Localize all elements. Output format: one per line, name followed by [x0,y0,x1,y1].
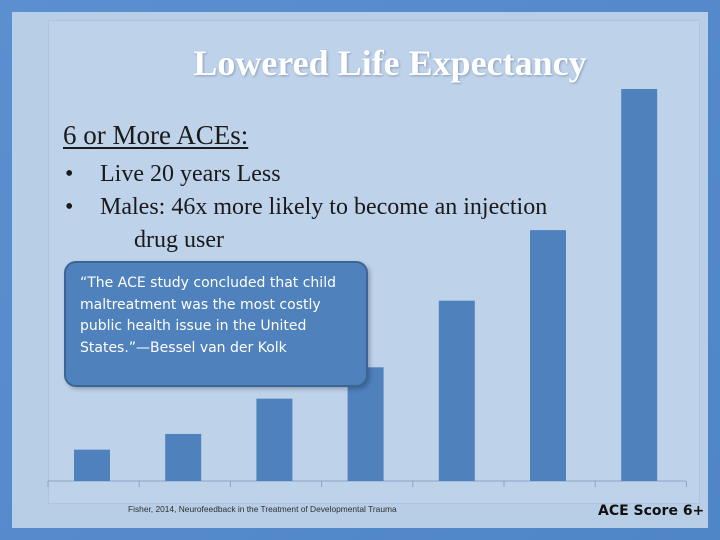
chart-bar [438,300,475,481]
slide-title: Lowered Life Expectancy [193,43,587,83]
bullet-item-life: • Live 20 years Less [63,158,660,191]
source-citation: Fisher, 2014, Neurofeedback in the Treat… [128,504,397,514]
bullet-glyph: • [65,194,74,220]
bullet-text-continued: drug user [134,227,224,253]
bullet-item-males: • Males: 46x more likely to become an in… [63,191,660,257]
bullet-text: Males: 46x more likely to become an inje… [100,194,548,220]
chart-bar [256,398,293,481]
chart-bar [530,230,566,481]
bullet-text: Live 20 years Less [100,161,281,187]
bullet-glyph: • [65,161,74,187]
subheading: 6 or More ACEs: [63,120,249,150]
quote-callout: “The ACE study concluded that child malt… [64,261,368,387]
chart-bar [165,433,202,481]
chart-bar [621,89,658,481]
chart-bar [74,449,110,481]
bullet-list: • Live 20 years Less • Males: 46x more l… [63,158,660,257]
x-axis-label: ACE Score 6+ [598,503,705,519]
